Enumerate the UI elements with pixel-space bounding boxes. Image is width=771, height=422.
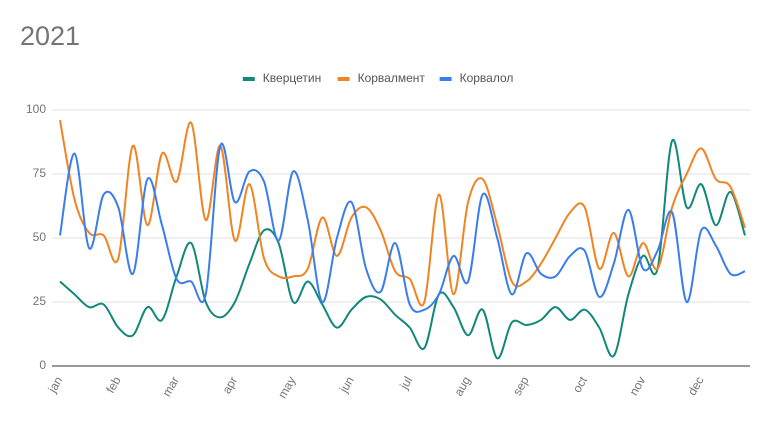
y-tick-label: 0 [39,358,46,372]
x-tick-label: jul [397,374,416,392]
chart-title: 2021 [20,21,80,51]
x-tick-label: apr [219,374,240,396]
x-tick-label: oct [570,374,590,395]
series-line [59,142,746,313]
y-tick-label: 50 [33,230,47,244]
x-tick-label: aug [451,374,473,398]
x-tick-label: dec [685,374,707,398]
legend-label: Корвалол [460,71,514,85]
y-tick-label: 25 [33,294,47,308]
legend-label: Кверцетин [263,71,321,85]
x-tick-label: mar [159,374,181,399]
legend-label: Корвалмент [358,71,426,85]
x-tick-label: feb [103,374,124,396]
y-tick-label: 100 [26,102,46,116]
x-tick-label: jun [336,374,357,396]
series-line [59,120,746,307]
x-tick-label: may [275,374,298,401]
x-tick-label: sep [510,374,532,398]
x-tick-label: jan [45,374,66,396]
x-tick-label: nov [627,374,649,398]
series-line [59,138,746,360]
y-tick-label: 75 [33,166,47,180]
